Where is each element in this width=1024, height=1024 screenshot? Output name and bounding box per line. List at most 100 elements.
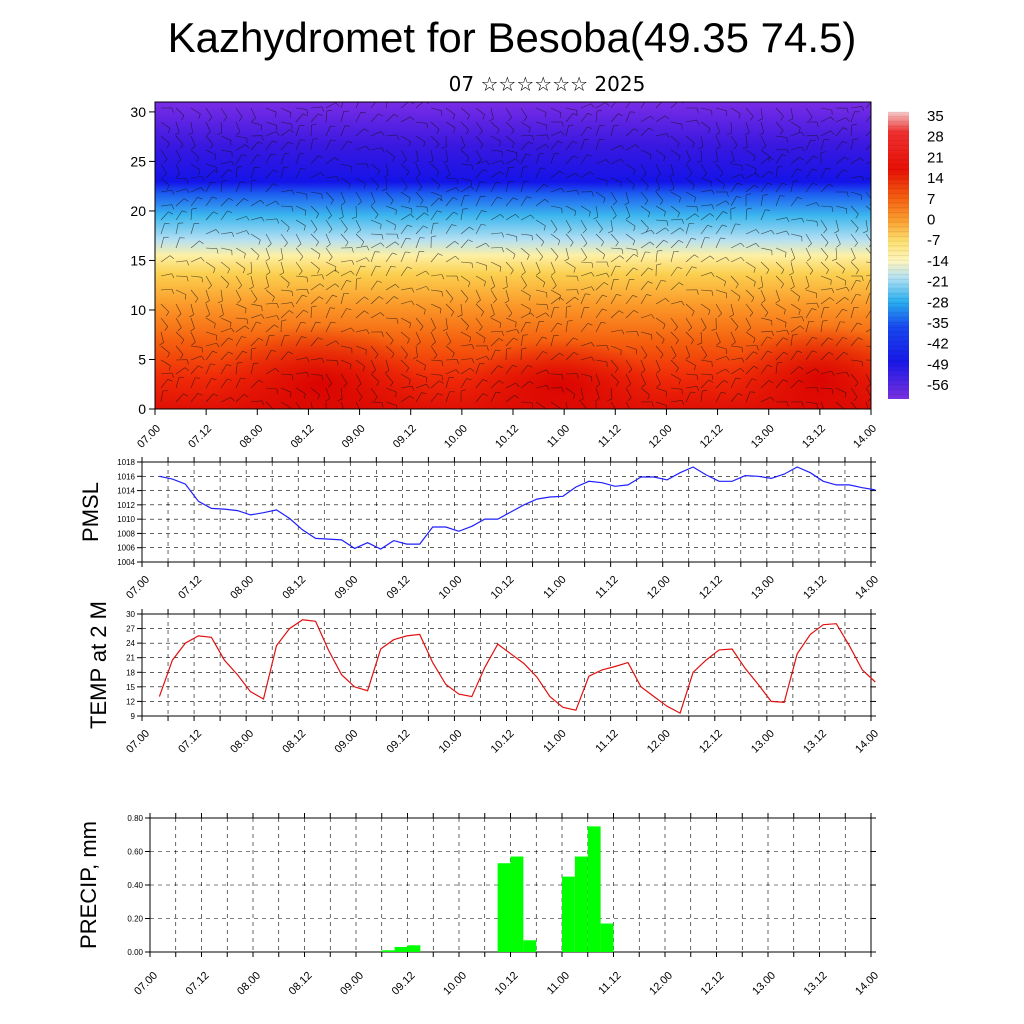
wind-barb	[295, 275, 307, 278]
wind-barb-feather	[433, 354, 438, 360]
wind-barb-feather	[457, 314, 463, 318]
wind-barb	[505, 135, 515, 144]
wind-barb	[235, 303, 247, 309]
precip-bar	[407, 945, 421, 952]
wind-barb-feather	[504, 300, 510, 304]
wind-barb	[610, 329, 622, 333]
wind-barb-feather	[450, 311, 454, 317]
wind-barb	[685, 303, 695, 312]
wind-barb	[205, 289, 210, 301]
wind-barb-feather	[315, 241, 319, 247]
wind-barb	[535, 321, 540, 333]
wind-barb	[610, 177, 622, 183]
wind-barb	[805, 321, 810, 333]
wind-barb	[250, 363, 254, 375]
precip-bar	[574, 856, 588, 952]
wind-barb-feather	[736, 196, 742, 198]
wind-barb-feather	[237, 165, 243, 168]
wind-barb-feather	[396, 318, 399, 324]
wind-barb-feather	[431, 341, 436, 346]
wind-barb	[655, 191, 664, 201]
wind-barb-feather	[360, 265, 366, 268]
wind-barb	[430, 149, 434, 161]
wind-barb-feather	[479, 144, 484, 149]
wind-barb	[790, 261, 794, 273]
wind-barb-feather	[737, 182, 743, 186]
wind-barb-feather	[496, 181, 502, 184]
wind-barb	[595, 125, 600, 137]
wind-barb	[205, 163, 217, 168]
wind-barb-feather	[456, 359, 459, 365]
wind-barb-feather	[677, 266, 683, 269]
wind-barb	[715, 107, 727, 112]
wind-barb-feather	[647, 394, 650, 400]
wind-barb-feather	[392, 156, 395, 162]
y-tick-label: 20	[130, 203, 146, 219]
wind-barb-feather	[632, 184, 635, 190]
wind-barb-feather	[306, 277, 309, 283]
wind-barb-feather	[391, 353, 395, 359]
wind-barb	[760, 330, 772, 333]
wind-barb-feather	[800, 131, 805, 137]
wind-barb-feather	[466, 157, 470, 163]
wind-barb	[475, 275, 486, 282]
wind-barb-feather	[557, 240, 561, 246]
wind-barb-feather	[542, 336, 548, 339]
wind-barb	[790, 196, 798, 207]
wind-barb	[445, 224, 452, 235]
wind-barb-feather	[608, 230, 613, 234]
wind-barb	[520, 322, 527, 333]
wind-barb	[235, 230, 247, 235]
wind-barb	[400, 191, 411, 199]
wind-barb	[295, 139, 301, 151]
colorbar-label: 14	[927, 170, 944, 187]
x-tick-label: 10.12	[489, 574, 517, 602]
wind-barb	[340, 205, 344, 217]
wind-barb-feather	[309, 413, 313, 415]
wind-barb	[805, 368, 816, 375]
wind-barb	[730, 257, 742, 263]
wind-barb	[715, 289, 727, 294]
wind-barb	[445, 163, 451, 175]
wind-barb	[190, 187, 202, 193]
wind-barb-feather	[392, 252, 398, 255]
wind-barb-feather	[686, 159, 691, 164]
wind-barb	[250, 121, 262, 126]
wind-barb-feather	[583, 243, 588, 248]
wind-barb	[475, 393, 484, 403]
wind-barb	[160, 237, 164, 249]
wind-barb	[700, 272, 712, 277]
wind-barb-feather	[798, 366, 804, 370]
wind-barb	[715, 380, 725, 389]
wind-barb-feather	[162, 173, 167, 178]
wind-barb-feather	[744, 132, 750, 136]
wind-barb	[250, 154, 258, 165]
wind-barb-feather	[230, 322, 232, 328]
wind-barb	[445, 187, 457, 193]
wind-barb-feather	[573, 155, 579, 159]
wind-barb-feather	[730, 207, 736, 210]
wind-barb-feather	[276, 218, 280, 224]
wind-barb-feather	[453, 127, 456, 133]
wind-barb	[220, 232, 232, 235]
wind-barb-feather	[253, 299, 258, 304]
wind-barb-feather	[618, 99, 623, 101]
wind-barb-feather	[209, 144, 214, 149]
wind-barb-feather	[374, 354, 379, 359]
wind-barb-feather	[320, 172, 325, 177]
x-tick-label: 09.00	[340, 423, 368, 451]
wind-barb	[745, 378, 753, 389]
wind-barb-feather	[166, 311, 170, 317]
wind-barb-feather	[621, 248, 624, 254]
wind-barb	[445, 331, 452, 342]
colorbar-bar	[888, 112, 909, 399]
wind-barb-feather	[799, 156, 804, 161]
wind-barb-feather	[249, 286, 254, 290]
wind-barb-feather	[460, 389, 466, 392]
wind-barb	[355, 145, 367, 151]
wind-barb	[700, 225, 708, 235]
wind-barb	[655, 205, 666, 212]
colorbar-label: 21	[927, 149, 944, 166]
wind-barb	[295, 107, 307, 110]
